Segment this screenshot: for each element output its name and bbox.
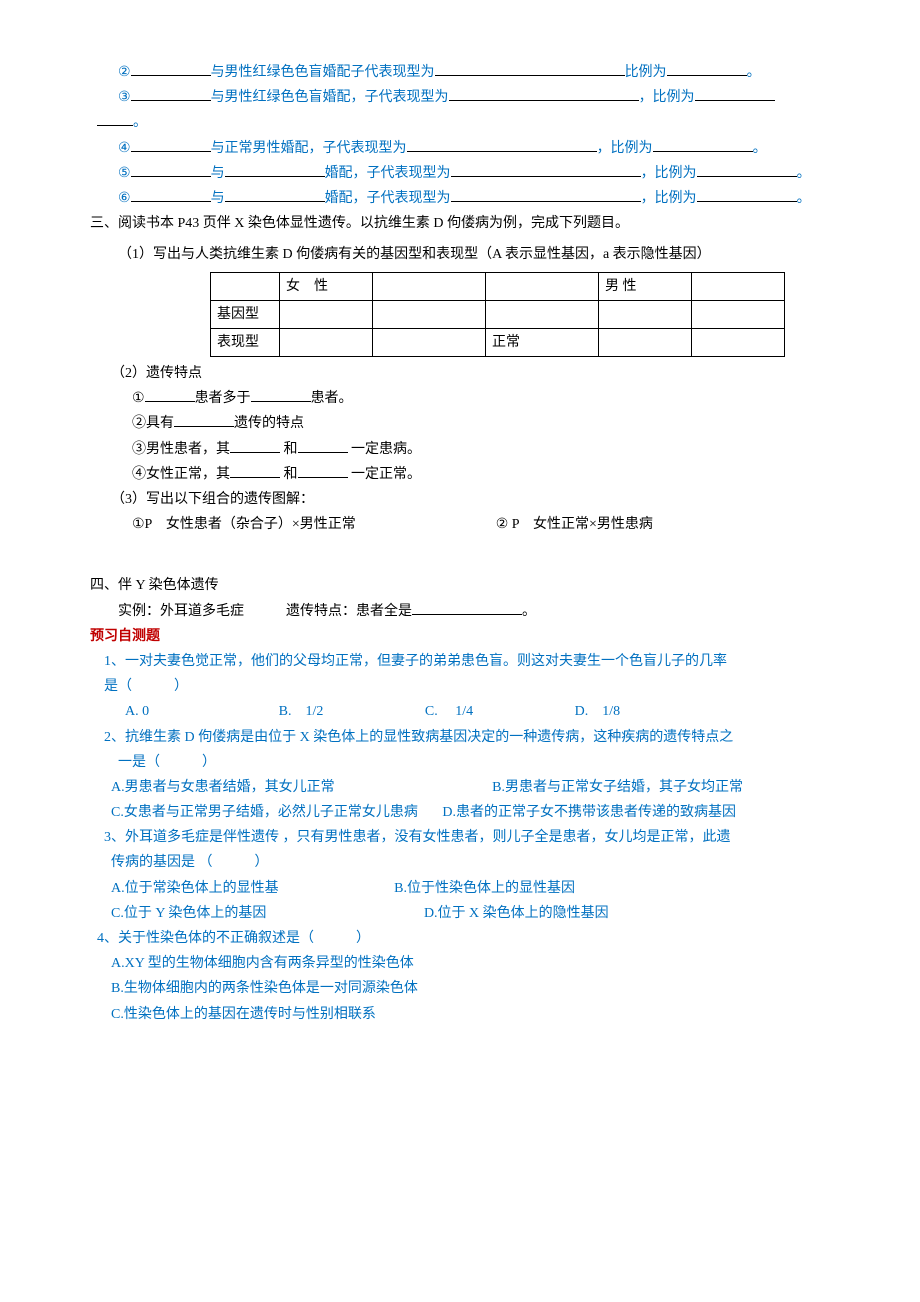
q2-stem: 2、抗维生素 D 佝偻病是由位于 X 染色体上的显性致病基因决定的一种遗传病，这…: [90, 725, 830, 750]
q3-2-1: ①患者多于患者。: [90, 386, 830, 411]
blank: [653, 137, 753, 152]
table-blank: [486, 272, 599, 300]
blank: [174, 412, 234, 427]
blank: [97, 111, 133, 126]
q1-stem2: 是（ ）: [90, 674, 830, 699]
table-blank: [373, 328, 486, 356]
table-header-female: 女 性: [280, 272, 373, 300]
test-header: 预习自测题: [90, 624, 830, 649]
table-blank: [599, 328, 692, 356]
blank: [451, 162, 641, 177]
table-blank: [692, 272, 785, 300]
q3-3-items: ①P 女性患者（杂合子）×男性正常② P 女性正常×男性患病: [90, 512, 830, 537]
table-blank: [692, 300, 785, 328]
blank: [131, 86, 211, 101]
table-blank: [373, 300, 486, 328]
blank: [697, 187, 797, 202]
blank: [225, 162, 325, 177]
option-b: B.男患者与正常女子结婚，其子女均正常: [492, 780, 743, 795]
fill-line-3: ③与男性红绿色色盲婚配，子代表现型为，比例为: [90, 85, 830, 110]
q3-row1: A.位于常染色体上的显性基 B.位于性染色体上的显性基因: [90, 876, 830, 901]
q3-row2: C.位于 Y 染色体上的基因 D.位于 X 染色体上的隐性基因: [90, 901, 830, 926]
blank: [407, 137, 597, 152]
blank: [667, 61, 747, 76]
option-b: B. 1/2: [279, 704, 324, 719]
option-a: A.位于常染色体上的显性基: [111, 881, 279, 896]
blank: [230, 438, 280, 453]
table-row-label: 表现型: [211, 328, 280, 356]
option-d: D.患者的正常子女不携带该患者传递的致病基因: [442, 805, 736, 820]
blank: [145, 387, 195, 402]
fill-line-3-trail: 。: [90, 110, 830, 135]
q4-b: B.生物体细胞内的两条性染色体是一对同源染色体: [90, 976, 830, 1001]
option-d: D.位于 X 染色体上的隐性基因: [424, 906, 609, 921]
table-header-male: 男 性: [599, 272, 692, 300]
q3-3-title: （3）写出以下组合的遗传图解：: [90, 487, 830, 512]
q1-stem: 1、一对夫妻色觉正常，他们的父母均正常，但妻子的弟弟患色盲。则这对夫妻生一个色盲…: [90, 649, 830, 674]
q2-row1: A.男患者与女患者结婚，其女儿正常 B.男患者与正常女子结婚，其子女均正常: [90, 775, 830, 800]
section-4-title: 四、伴 Y 染色体遗传: [90, 573, 830, 598]
option-d: D. 1/8: [575, 704, 621, 719]
table-blank: [599, 300, 692, 328]
blank: [225, 187, 325, 202]
q4-stem: 4、关于性染色体的不正确叙述是（ ）: [90, 926, 830, 951]
blank: [298, 438, 348, 453]
q1-options: A. 0 B. 1/2 C. 1/4 D. 1/8: [90, 699, 830, 724]
section-3-title: 三、阅读书本 P43 页伴 X 染色体显性遗传。以抗维生素 D 佝偻病为例，完成…: [90, 211, 830, 236]
q3-2-4: ④女性正常，其 和 一定正常。: [90, 462, 830, 487]
option-a: A. 0: [125, 704, 149, 719]
fill-line-2: ②与男性红绿色色盲婚配子代表现型为比例为。: [90, 60, 830, 85]
q3-2-3: ③男性患者，其 和 一定患病。: [90, 437, 830, 462]
table-blank: [373, 272, 486, 300]
table-blank: [280, 328, 373, 356]
table-blank: [486, 300, 599, 328]
blank: [298, 463, 348, 478]
blank: [697, 162, 797, 177]
option-c: C. 1/4: [425, 704, 473, 719]
table-blank: [211, 272, 280, 300]
option-c: C.位于 Y 染色体上的基因: [111, 906, 266, 921]
blank: [451, 187, 641, 202]
blank: [251, 387, 311, 402]
table-row-label: 基因型: [211, 300, 280, 328]
q4-a: A.XY 型的生物体细胞内含有两条异型的性染色体: [90, 951, 830, 976]
fill-line-5: ⑤与婚配，子代表现型为，比例为。: [90, 161, 830, 186]
q2-row2: C.女患者与正常男子结婚，必然儿子正常女儿患病 D.患者的正常子女不携带该患者传…: [90, 800, 830, 825]
blank: [435, 61, 625, 76]
option-a: A.男患者与女患者结婚，其女儿正常: [111, 780, 335, 795]
section-4-line: 实例：外耳道多毛症 遗传特点：患者全是。: [90, 599, 830, 624]
blank: [449, 86, 639, 101]
genotype-table: 女 性 男 性 基因型 表现型 正常: [210, 272, 785, 358]
table-blank: [280, 300, 373, 328]
q2-stem2: 一是（ ）: [90, 750, 830, 775]
q3-stem2: 传病的基因是 （ ）: [90, 850, 830, 875]
blank: [131, 61, 211, 76]
blank: [412, 600, 522, 615]
q4-c: C.性染色体上的基因在遗传时与性别相联系: [90, 1002, 830, 1027]
q3-1-stem: （1）写出与人类抗维生素 D 佝偻病有关的基因型和表现型（A 表示显性基因，a …: [90, 242, 830, 267]
blank: [695, 86, 775, 101]
blank: [131, 187, 211, 202]
blank: [131, 137, 211, 152]
table-blank: [692, 328, 785, 356]
q3-stem: 3、外耳道多毛症是伴性遗传 ，只有男性患者，没有女性患者，则儿子全是患者，女儿均…: [90, 825, 830, 850]
fill-line-4: ④与正常男性婚配，子代表现型为，比例为。: [90, 136, 830, 161]
blank: [131, 162, 211, 177]
option-c: C.女患者与正常男子结婚，必然儿子正常女儿患病: [111, 805, 418, 820]
table-cell-normal: 正常: [486, 328, 599, 356]
q3-2-title: （2）遗传特点: [90, 361, 830, 386]
blank: [230, 463, 280, 478]
q3-2-2: ②具有遗传的特点: [90, 411, 830, 436]
fill-line-6: ⑥与婚配，子代表现型为，比例为。: [90, 186, 830, 211]
option-b: B.位于性染色体上的显性基因: [394, 881, 575, 896]
